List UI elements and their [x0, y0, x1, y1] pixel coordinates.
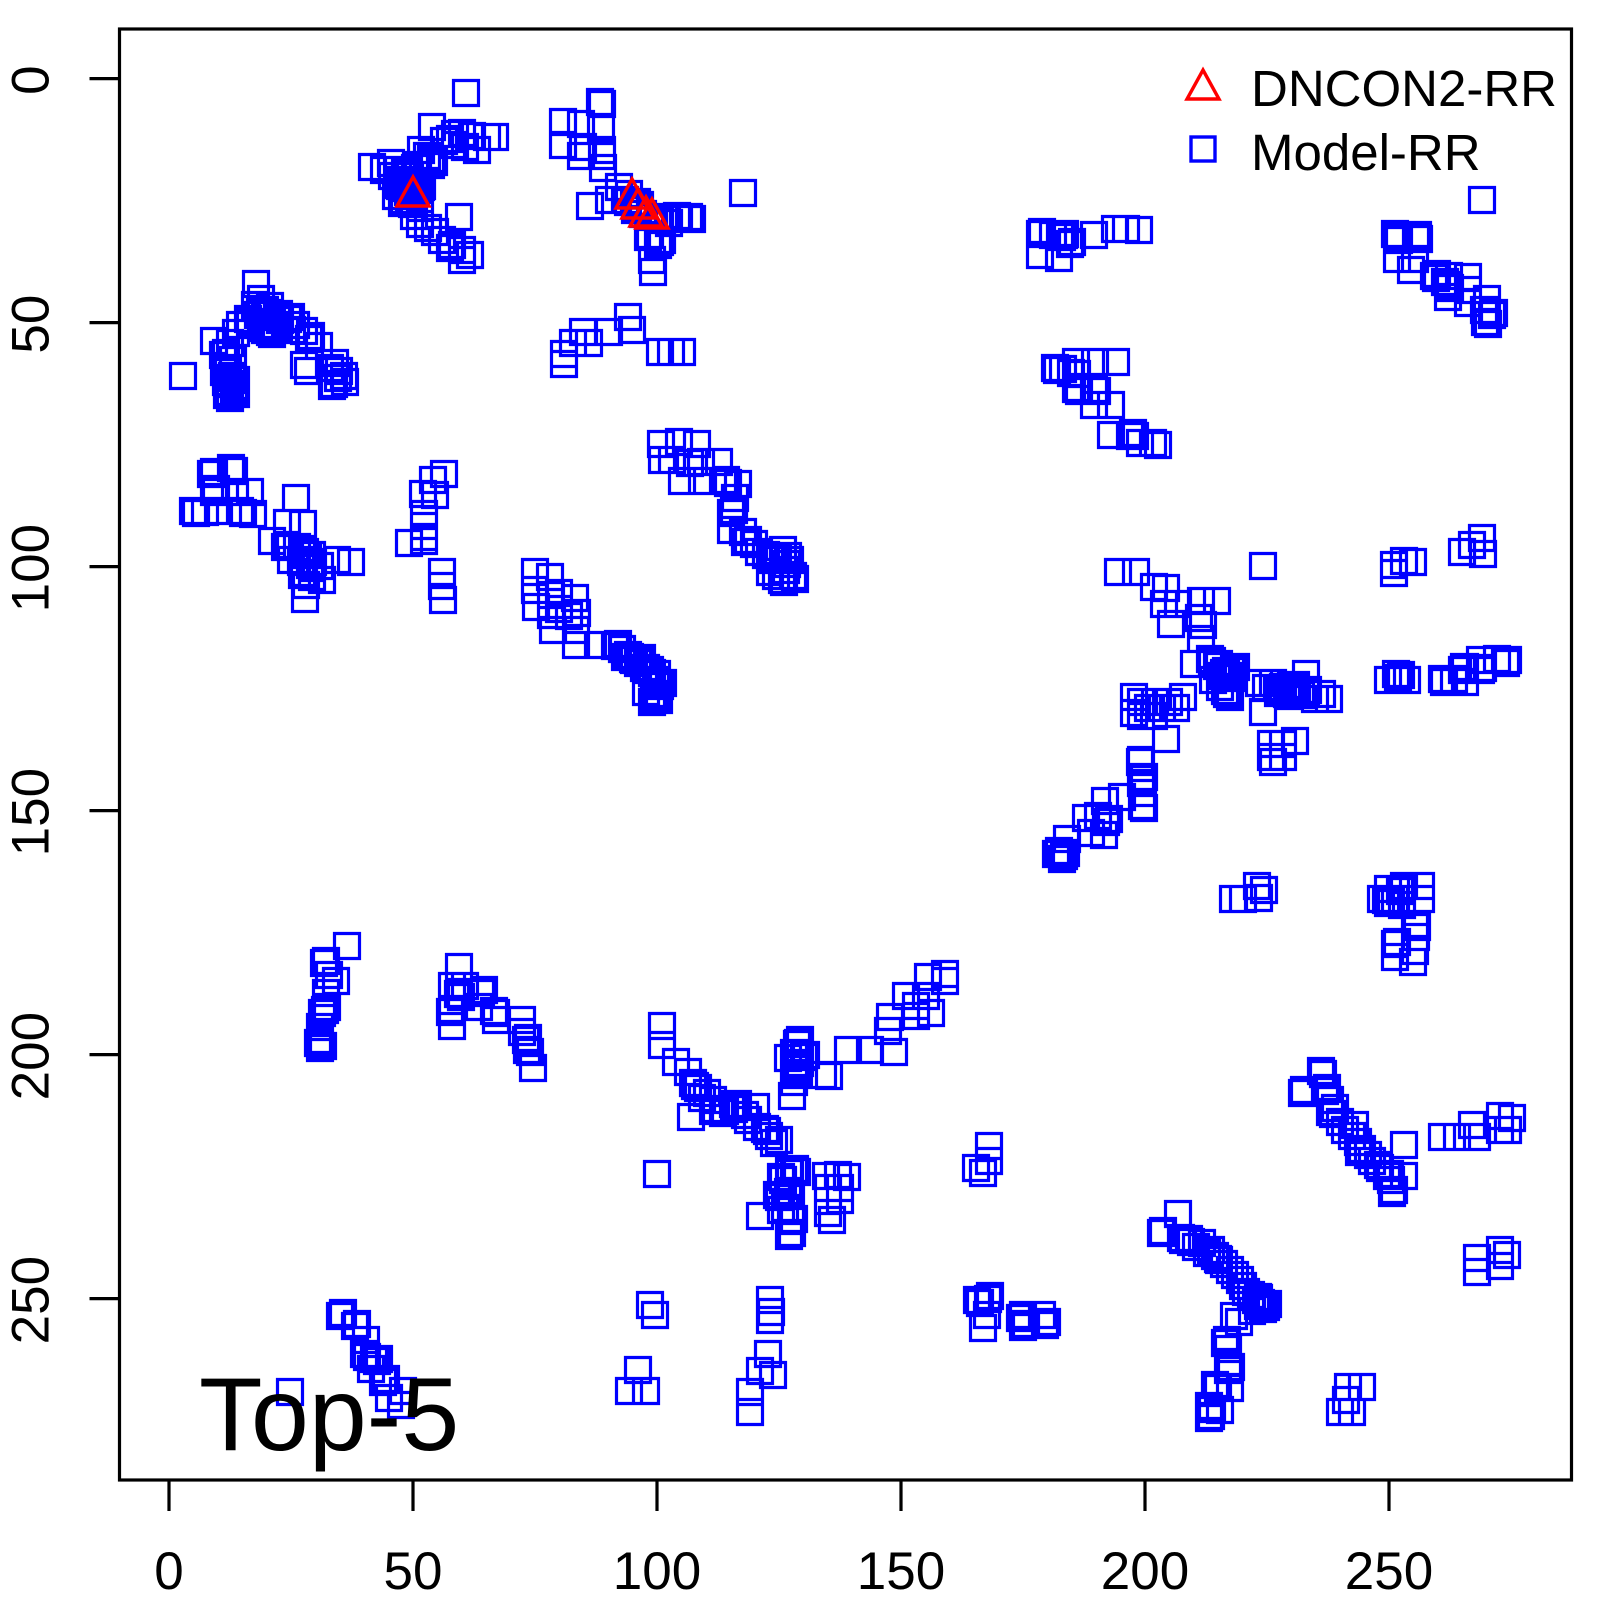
- svg-text:150: 150: [857, 1542, 945, 1600]
- svg-text:DNCON2-RR: DNCON2-RR: [1251, 60, 1557, 117]
- svg-text:150: 150: [2, 768, 61, 856]
- svg-text:100: 100: [613, 1542, 701, 1600]
- svg-text:200: 200: [1101, 1542, 1189, 1600]
- svg-text:0: 0: [2, 65, 61, 94]
- svg-text:50: 50: [2, 295, 61, 354]
- svg-text:0: 0: [154, 1542, 183, 1600]
- svg-text:250: 250: [2, 1256, 61, 1344]
- svg-text:200: 200: [2, 1012, 61, 1100]
- svg-text:100: 100: [2, 524, 61, 612]
- svg-text:250: 250: [1345, 1542, 1433, 1600]
- svg-text:50: 50: [384, 1542, 443, 1600]
- svg-text:Top-5: Top-5: [199, 1357, 459, 1473]
- svg-text:Model-RR: Model-RR: [1251, 124, 1481, 181]
